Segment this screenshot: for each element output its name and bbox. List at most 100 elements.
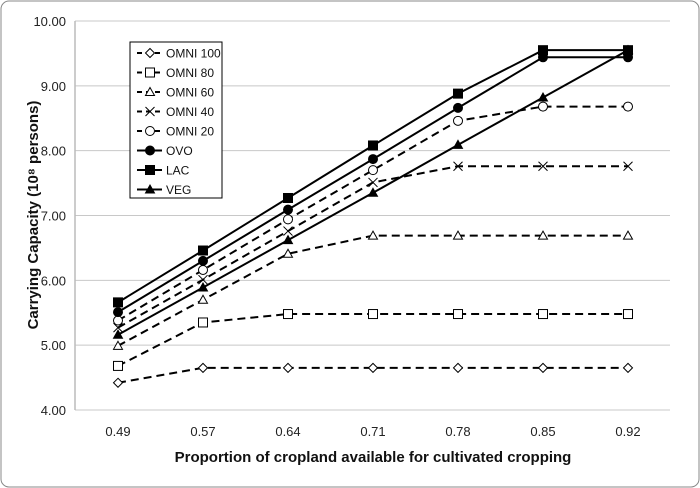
data-point [368, 165, 378, 176]
data-point [368, 140, 378, 151]
data-point [113, 315, 123, 326]
data-point [622, 362, 634, 374]
legend-label: OMNI 100 [166, 47, 221, 61]
data-point [538, 309, 548, 320]
data-point [368, 154, 378, 165]
legend: OMNI 100 OMNI 80 OMNI 60 OMNI 40 OMNI 20 OVO L… [129, 41, 223, 199]
data-point [283, 204, 293, 215]
series-omni-80 [113, 309, 633, 371]
x-tick-label: 0.85 [530, 424, 555, 439]
data-point [283, 226, 293, 236]
legend-item: OMNI 80 [137, 66, 214, 80]
legend-marker [145, 106, 155, 117]
data-point [198, 264, 208, 275]
data-point [538, 45, 548, 56]
data-point [623, 161, 633, 172]
y-tick-labels: 4.00 5.00 6.00 7.00 8.00 9.00 10.00 [33, 14, 66, 418]
data-point [282, 248, 294, 258]
y-tick-label: 9.00 [41, 79, 66, 94]
series-omni-40 [113, 161, 633, 333]
series-group [112, 44, 634, 388]
y-tick-label: 4.00 [41, 403, 66, 418]
data-point [113, 307, 123, 318]
legend-item: OMNI 40 [137, 105, 214, 119]
data-point [367, 362, 379, 374]
legend-marker [145, 67, 155, 78]
data-point [282, 362, 294, 374]
data-point [112, 377, 124, 388]
data-point [623, 101, 633, 112]
x-tick-labels: 0.49 0.57 0.64 0.71 0.78 0.85 0.92 [105, 424, 640, 439]
legend-label: LAC [166, 164, 190, 178]
legend-item: OVO [137, 144, 193, 158]
y-tick-label: 8.00 [41, 144, 66, 159]
x-tick-label: 0.78 [445, 424, 470, 439]
y-tick-label: 10.00 [33, 14, 66, 29]
data-point [537, 91, 549, 102]
data-point [537, 230, 549, 240]
data-point [198, 255, 208, 266]
series-veg [112, 44, 634, 339]
y-tick-label: 5.00 [41, 338, 66, 353]
y-axis-label: Carrying Capacity (10⁸ persons) [25, 101, 42, 330]
legend-label: OVO [166, 144, 193, 158]
legend-marker [145, 165, 155, 175]
x-tick-label: 0.57 [190, 424, 215, 439]
data-point [368, 177, 378, 188]
legend-label: VEG [166, 183, 191, 197]
y-tick-label: 7.00 [41, 209, 66, 224]
legend-marker [144, 47, 156, 59]
legend-label: OMNI 20 [166, 125, 214, 139]
legend-marker [144, 86, 156, 96]
data-point [113, 297, 123, 308]
legend-item: OMNI 20 [137, 125, 214, 139]
x-tick-label: 0.92 [615, 424, 640, 439]
legend-label: OMNI 40 [166, 105, 214, 119]
data-point [367, 187, 379, 197]
data-point [453, 161, 463, 172]
data-point [623, 309, 633, 320]
data-point [282, 234, 294, 245]
x-tick-label: 0.49 [105, 424, 130, 439]
legend-marker [144, 183, 156, 194]
data-point [197, 281, 209, 292]
data-point [453, 309, 463, 320]
data-point [283, 309, 293, 320]
data-point [197, 294, 209, 304]
series-omni-100 [112, 362, 634, 388]
data-point [452, 139, 464, 149]
legend-item: OMNI 60 [137, 86, 214, 100]
legend-marker [145, 145, 155, 156]
data-point [198, 245, 208, 256]
legend-item: OMNI 100 [137, 47, 221, 61]
series-lac [113, 45, 633, 308]
data-point [113, 322, 123, 333]
data-point [283, 192, 293, 203]
data-point [538, 161, 548, 172]
data-point [452, 230, 464, 240]
data-point [453, 88, 463, 99]
series-ovo [113, 52, 633, 318]
x-axis-label: Proportion of cropland available for cul… [175, 449, 572, 466]
legend-item: VEG [137, 183, 191, 197]
data-point [452, 362, 464, 374]
data-point [198, 274, 208, 285]
x-tick-label: 0.71 [360, 424, 385, 439]
legend-label: OMNI 60 [166, 86, 214, 100]
data-point [368, 309, 378, 320]
data-point [622, 230, 634, 240]
data-point [112, 329, 124, 339]
data-point [538, 101, 548, 112]
y-tick-label: 6.00 [41, 273, 66, 288]
data-point [112, 340, 124, 350]
data-point [537, 362, 549, 374]
data-point [453, 115, 463, 126]
data-point [113, 360, 123, 371]
data-point [453, 102, 463, 113]
legend-label: OMNI 80 [166, 66, 214, 80]
data-point [197, 362, 209, 374]
data-point [367, 230, 379, 240]
data-point [622, 44, 634, 55]
